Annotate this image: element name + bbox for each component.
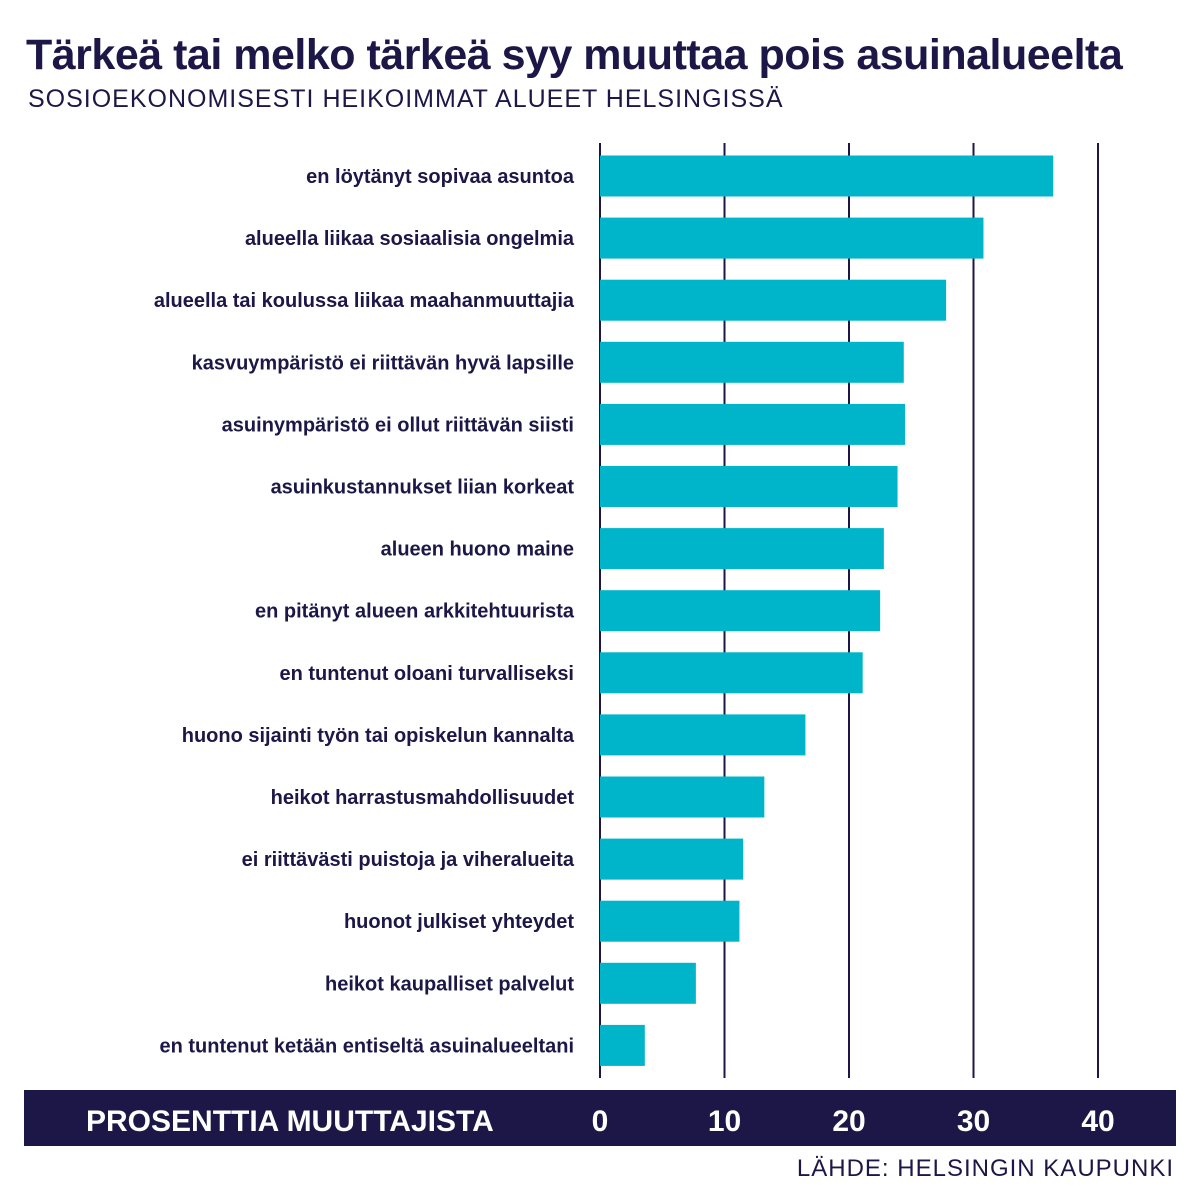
category-label: alueella liikaa sosiaalisia ongelmia xyxy=(245,228,575,250)
x-tick-label: 40 xyxy=(1081,1105,1114,1138)
category-label: alueen huono maine xyxy=(381,539,574,561)
category-label: asuinkustannukset liian korkeat xyxy=(271,477,575,499)
x-tick-label: 10 xyxy=(708,1105,741,1138)
category-label: en pitänyt alueen arkkitehtuurista xyxy=(255,601,575,623)
category-label: en tuntenut ketään entiseltä asuinalueel… xyxy=(159,1035,574,1057)
bar xyxy=(600,962,696,1004)
bar xyxy=(600,528,884,570)
bar xyxy=(600,217,984,259)
category-label: en tuntenut oloani turvalliseksi xyxy=(280,663,575,685)
bar xyxy=(600,403,906,445)
bar xyxy=(600,776,765,818)
axis-band xyxy=(24,1090,1176,1146)
category-label: alueella tai koulussa liikaa maahanmuutt… xyxy=(154,290,575,312)
bar xyxy=(600,590,881,632)
bar xyxy=(600,341,904,383)
category-label: asuinympäristö ei ollut riittävän siisti xyxy=(222,414,574,436)
chart-title: Tärkeä tai melko tärkeä syy muuttaa pois… xyxy=(26,31,1123,79)
category-label: kasvuympäristö ei riittävän hyvä lapsill… xyxy=(192,352,574,374)
bar xyxy=(600,466,898,507)
category-labels: en löytänyt sopivaa asuntoa alueella liik… xyxy=(154,166,575,1057)
category-label: en löytänyt sopivaa asuntoa xyxy=(306,166,575,188)
category-label: huonot julkiset yhteydet xyxy=(344,911,574,933)
x-axis-title: PROSENTTIA MUUTTAJISTA xyxy=(86,1105,494,1138)
x-tick-labels: 0 10 20 30 40 xyxy=(592,1105,1115,1138)
bar xyxy=(600,1024,645,1066)
category-label: heikot harrastusmahdollisuudet xyxy=(271,787,575,809)
bar xyxy=(600,714,806,756)
bar xyxy=(600,900,740,942)
chart-subtitle: SOSIOEKONOMISESTI HEIKOIMMAT ALUEET HELS… xyxy=(28,85,784,113)
bar xyxy=(600,652,863,694)
bar xyxy=(600,838,744,880)
x-tick-label: 20 xyxy=(832,1105,865,1138)
bar xyxy=(600,155,1054,197)
bars xyxy=(600,155,1054,1066)
x-tick-label: 0 xyxy=(592,1105,609,1138)
category-label: ei riittävästi puistoja ja viheralueita xyxy=(242,849,575,871)
bar xyxy=(600,279,947,321)
category-label: huono sijainti työn tai opiskelun kannal… xyxy=(182,725,575,747)
category-label: heikot kaupalliset palvelut xyxy=(325,973,574,995)
x-tick-label: 30 xyxy=(957,1105,990,1138)
source-note: LÄHDE: HELSINGIN KAUPUNKI xyxy=(796,1155,1174,1182)
